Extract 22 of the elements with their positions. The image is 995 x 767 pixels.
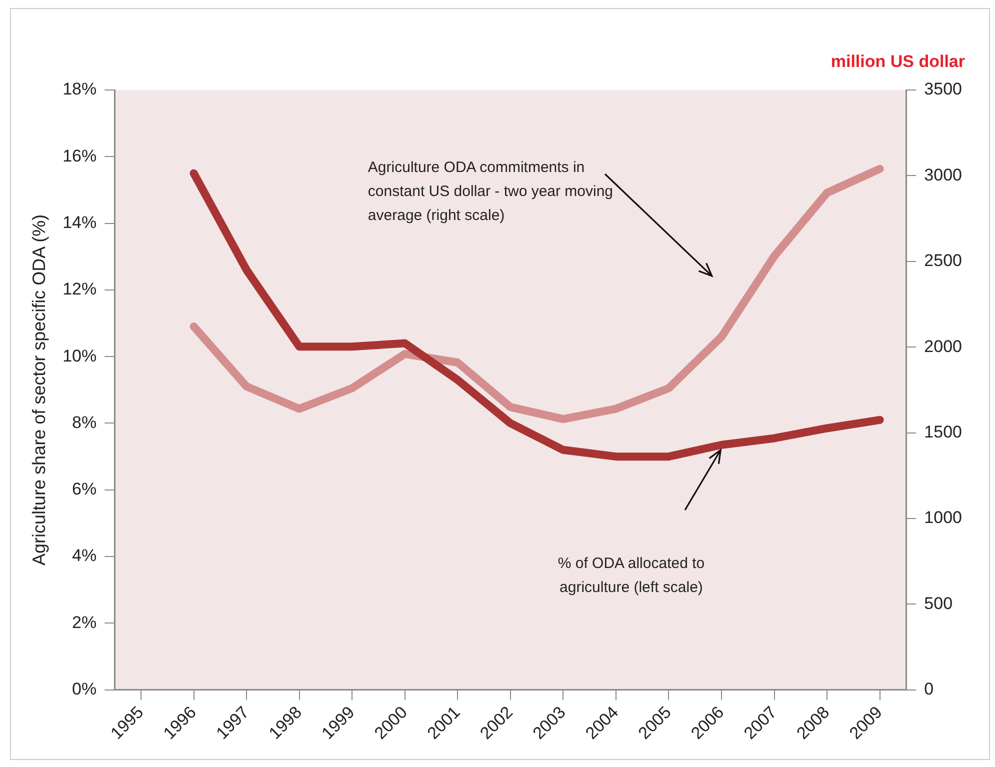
y2-tick-label: 2500: [924, 251, 962, 270]
y-tick-label: 8%: [72, 412, 97, 432]
annotation: Agriculture ODA commitments in constant US dollar - two year moving average (right scale): [368, 158, 614, 226]
y2-tick-label: 3000: [924, 165, 962, 184]
y-tick-label: 4%: [72, 546, 97, 566]
y2-tick-label: 0: [924, 680, 934, 699]
y-tick-label: 14%: [62, 212, 97, 232]
y2-tick-label: 500: [924, 594, 953, 613]
y-tick-label: 6%: [72, 480, 97, 499]
y-tick-label: 10%: [62, 346, 97, 366]
y2-tick-label: 3500: [924, 80, 962, 99]
y-tick-label: 16%: [62, 146, 97, 166]
y-tick-label: 18%: [62, 80, 97, 99]
y-tick-label: 0%: [72, 680, 97, 699]
y2-axis-title: million US dollar: [830, 52, 965, 72]
y-axis-title: Agriculture share of sector specific ODA (%): [28, 214, 49, 566]
y-tick-label: 2%: [72, 612, 97, 632]
y2-tick-label: 2000: [924, 336, 962, 356]
annotation: % of ODA allocated to agriculture (left scale): [556, 554, 706, 598]
y2-tick-label: 1000: [924, 508, 962, 528]
y2-tick-label: 1500: [924, 422, 962, 442]
y-tick-label: 12%: [62, 280, 97, 299]
